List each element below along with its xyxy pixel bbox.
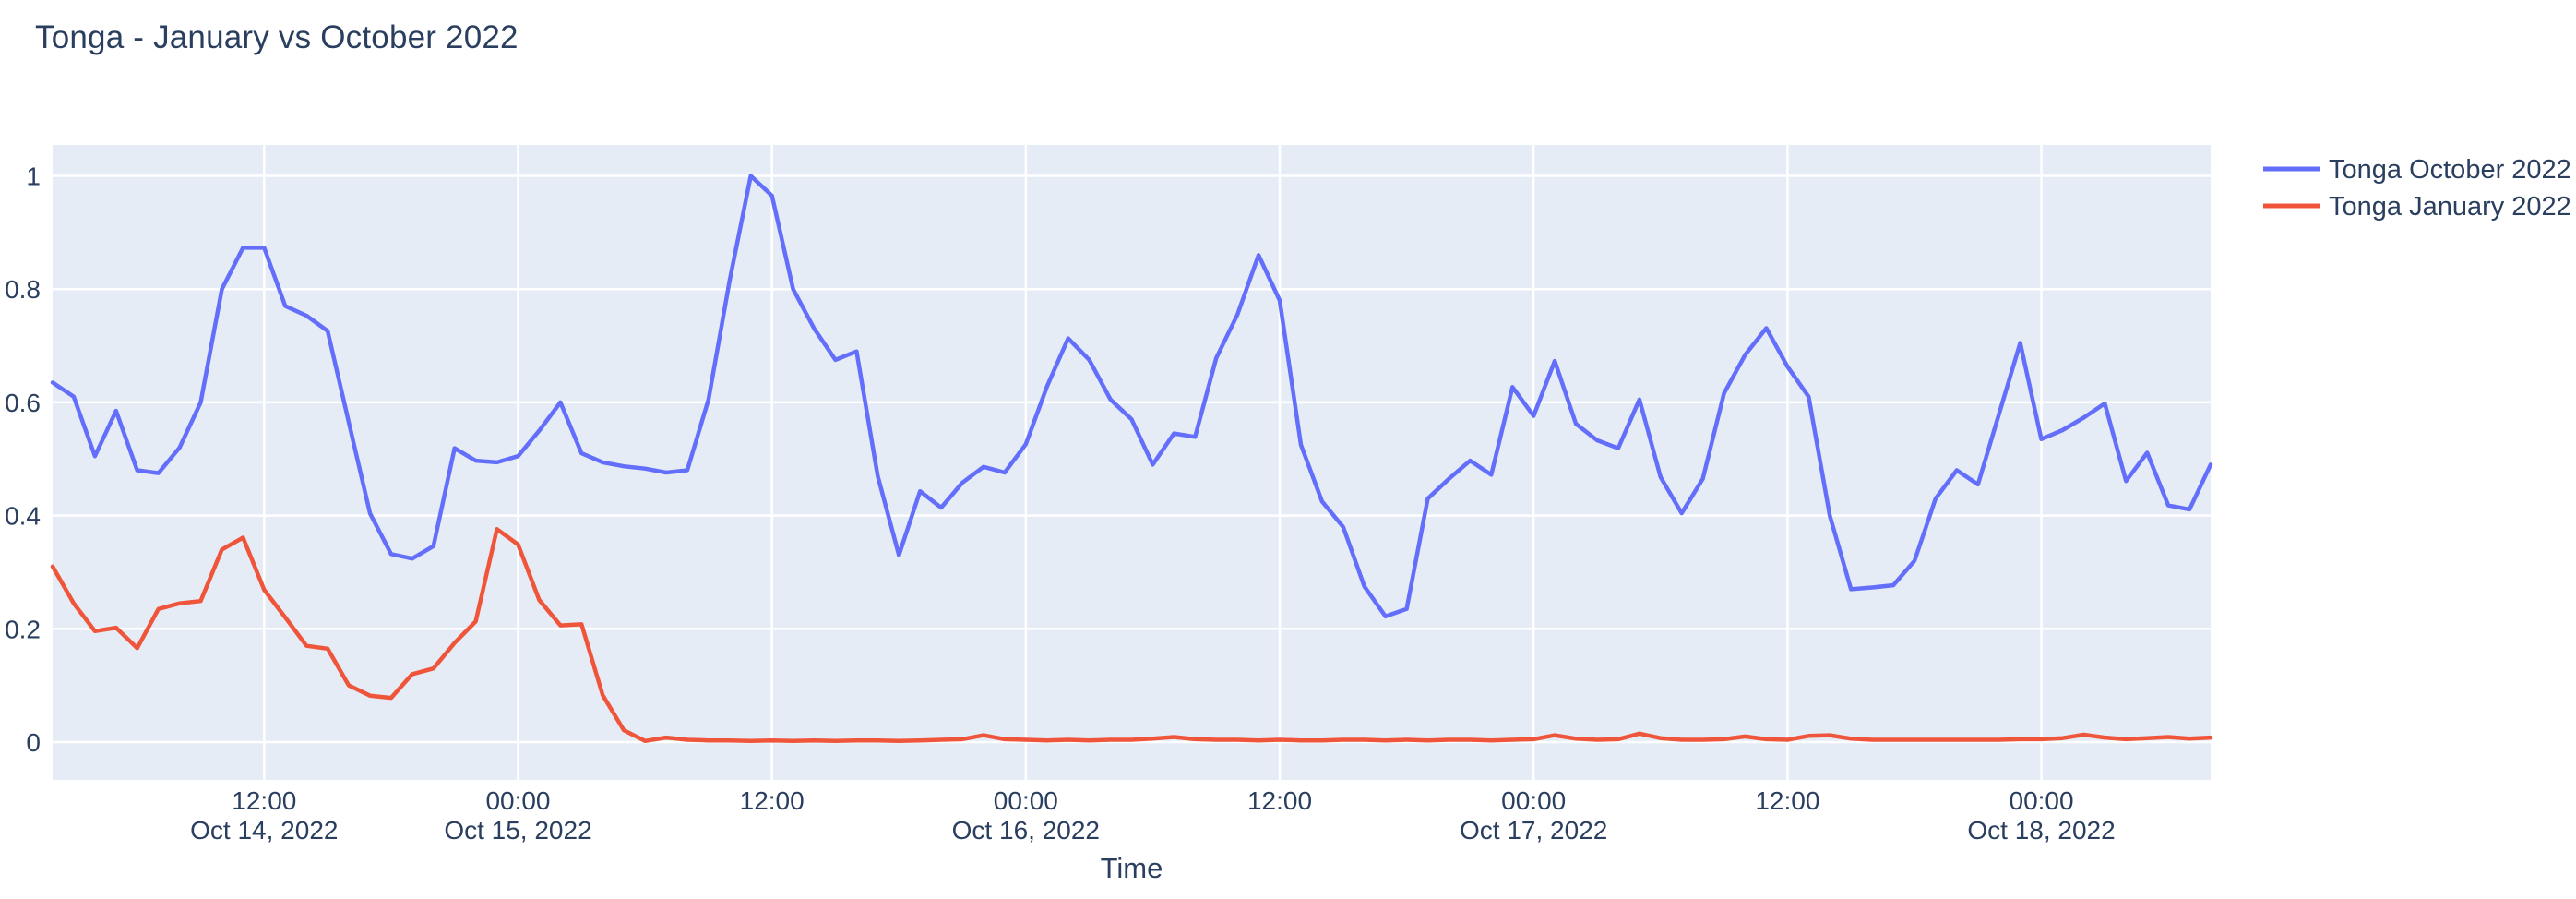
y-tick-label: 0 (26, 728, 41, 757)
x-tick-date-label: Oct 18, 2022 (1967, 816, 2115, 845)
x-tick-label: 12:00 (1247, 786, 1312, 815)
x-tick-date-label: Oct 15, 2022 (444, 816, 591, 845)
x-tick-date-label: Oct 14, 2022 (190, 816, 338, 845)
y-tick-label: 0.6 (5, 389, 41, 417)
legend-label: Tonga January 2022 (2329, 192, 2571, 222)
y-tick-label: 0.4 (5, 502, 41, 531)
y-tick-label: 1 (26, 162, 41, 191)
chart-title: Tonga - January vs October 2022 (35, 19, 519, 55)
x-tick-label: 00:00 (2010, 786, 2074, 815)
x-tick-label: 00:00 (485, 786, 550, 815)
x-tick-label: 12:00 (232, 786, 296, 815)
legend-label: Tonga October 2022 (2329, 155, 2571, 185)
x-axis-title: Time (1101, 852, 1163, 884)
legend-entry[interactable]: Tonga January 2022 (2263, 192, 2571, 222)
x-tick-label: 12:00 (740, 786, 805, 815)
series-line-tonga-october-2022[interactable] (50, 174, 2213, 619)
x-tick-label: 00:00 (994, 786, 1058, 815)
x-tick-label: 12:00 (1755, 786, 1819, 815)
x-tick-date-label: Oct 16, 2022 (952, 816, 1100, 845)
y-axis-tick-labels: 0 0.2 0.4 0.6 0.8 1 (5, 162, 41, 758)
legend-entry[interactable]: Tonga October 2022 (2263, 155, 2571, 185)
plot-background[interactable] (53, 145, 2211, 780)
x-tick-label: 00:00 (1501, 786, 1566, 815)
y-tick-label: 0.2 (5, 615, 41, 643)
y-tick-label: 0.8 (5, 275, 41, 304)
x-tick-date-label: Oct 17, 2022 (1460, 816, 1607, 845)
legend: Tonga October 2022 Tonga January 2022 (2263, 155, 2571, 222)
y-grid (53, 174, 2211, 744)
series-line-tonga-january-2022[interactable] (50, 527, 2213, 744)
